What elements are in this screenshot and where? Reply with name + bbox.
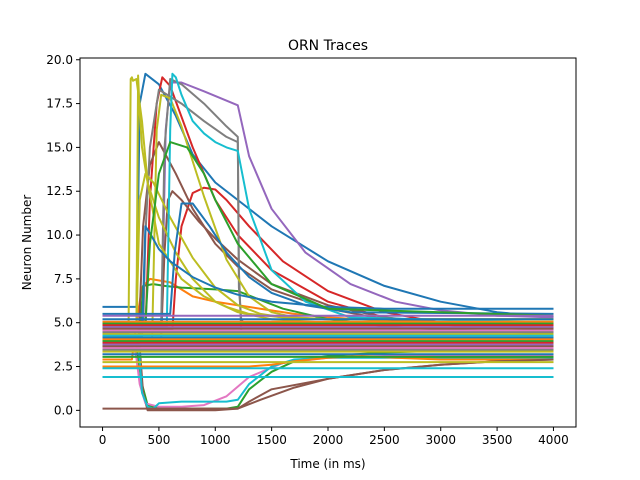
plot-frame: [79, 57, 577, 428]
x-tick-label: 1500: [256, 433, 287, 447]
y-tick-label: 10.0: [46, 228, 73, 242]
x-tick-label: 3500: [482, 433, 513, 447]
y-tick-label: 0.0: [54, 403, 73, 417]
y-tick-label: 7.5: [54, 272, 73, 286]
x-axis-ticks: 0 500 1000 1500 2000 2500 3000 3500 4000: [99, 427, 569, 447]
x-tick-label: 4000: [538, 433, 569, 447]
y-tick-label: 12.5: [46, 184, 73, 198]
x-tick-label: 2000: [313, 433, 344, 447]
y-tick-label: 17.5: [46, 97, 73, 111]
series-line-5: [102, 186, 554, 331]
series-line-14: [102, 74, 554, 331]
x-tick-label: 3000: [425, 433, 456, 447]
y-tick-label: 2.5: [54, 360, 73, 374]
series-line-17: [102, 72, 554, 328]
x-tick-label: 500: [147, 433, 170, 447]
y-tick-label: 5.0: [54, 316, 73, 330]
x-axis-label: Time (in ms): [289, 457, 365, 471]
x-tick-label: 0: [99, 433, 107, 447]
y-axis-ticks: 0.0 2.5 5.0 7.5 10.0 12.5 15.0 17.5 20.0: [46, 53, 80, 417]
x-tick-label: 1000: [200, 433, 231, 447]
series-line-16: [102, 172, 554, 329]
series-layer: [102, 72, 554, 412]
y-tick-label: 20.0: [46, 53, 73, 67]
x-tick-label: 2500: [369, 433, 400, 447]
y-tick-label: 15.0: [46, 140, 73, 154]
series-line-22: [102, 355, 554, 368]
chart-title: ORN Traces: [288, 38, 368, 54]
y-axis-label: Neuron Number: [20, 195, 34, 291]
